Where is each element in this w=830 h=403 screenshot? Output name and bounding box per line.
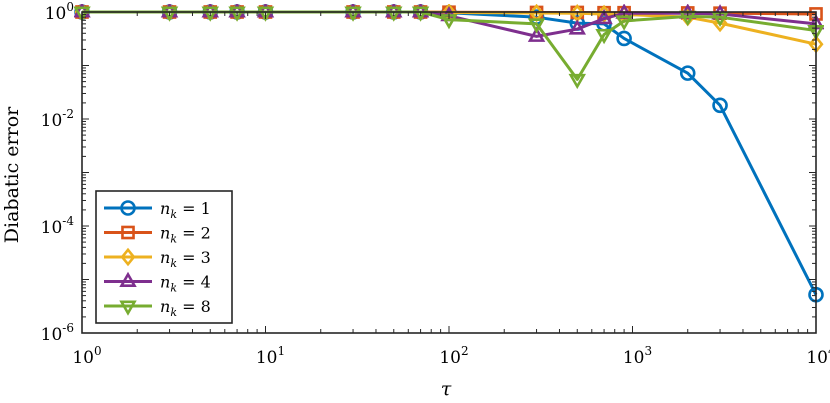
x-tick-label: 100 [72,344,101,368]
series-4-point [527,26,546,42]
legend-marker [119,271,137,288]
legend-entry: nk = 2 [104,224,211,246]
y-tick-label: 10-6 [41,321,74,345]
series-5-point [344,6,362,22]
legend-entry: nk = 8 [104,297,211,319]
series-5-point [385,6,403,22]
legend-label: nk = 4 [160,273,211,295]
series-5-point [411,6,430,22]
series-5-point [160,6,179,22]
series-5-point [228,6,246,22]
series-5-point [527,18,546,34]
x-axis-title: τ [441,378,452,400]
series-1-point [712,97,728,114]
series-5-point [74,6,91,22]
legend-label: nk = 8 [160,297,211,319]
y-tick-label: 10-2 [41,107,74,131]
legend-marker [121,225,135,240]
series-4-point [595,8,613,25]
series-3-point [712,13,728,33]
legend-entry: nk = 3 [104,247,211,270]
legend-label: nk = 1 [160,199,211,221]
axes-layer: 100 101 102 103 104 100 10-2 10-4 10-6 [41,0,830,368]
series-5-point [615,15,633,31]
series-5-point [201,6,220,22]
legend-label: nk = 2 [160,224,211,246]
legend: nk = 1 nk = 2nk = 3 nk = 4nk = 8 [95,190,233,324]
x-tick-label: 103 [623,344,652,368]
legend-marker [120,247,136,267]
y-tick-label: 10-4 [41,214,75,238]
series-5-point [568,73,587,90]
y-tick-label: 100 [45,0,74,24]
legend-entry: nk = 4 [104,271,211,295]
x-tick-label: 101 [256,344,285,368]
x-tick-label: 104 [806,344,830,368]
series-1-point [679,65,696,81]
x-tick-label: 102 [439,344,468,368]
series-5-point [256,6,275,22]
y-axis-title: Diabatic error [1,106,23,243]
legend-marker [120,200,136,216]
legend-marker [119,300,137,316]
series-5-point [595,28,613,45]
legend-entry: nk = 1 [104,199,211,221]
series-1-point [616,30,632,47]
series-4-point [568,19,587,35]
legend-label: nk = 3 [160,248,211,270]
